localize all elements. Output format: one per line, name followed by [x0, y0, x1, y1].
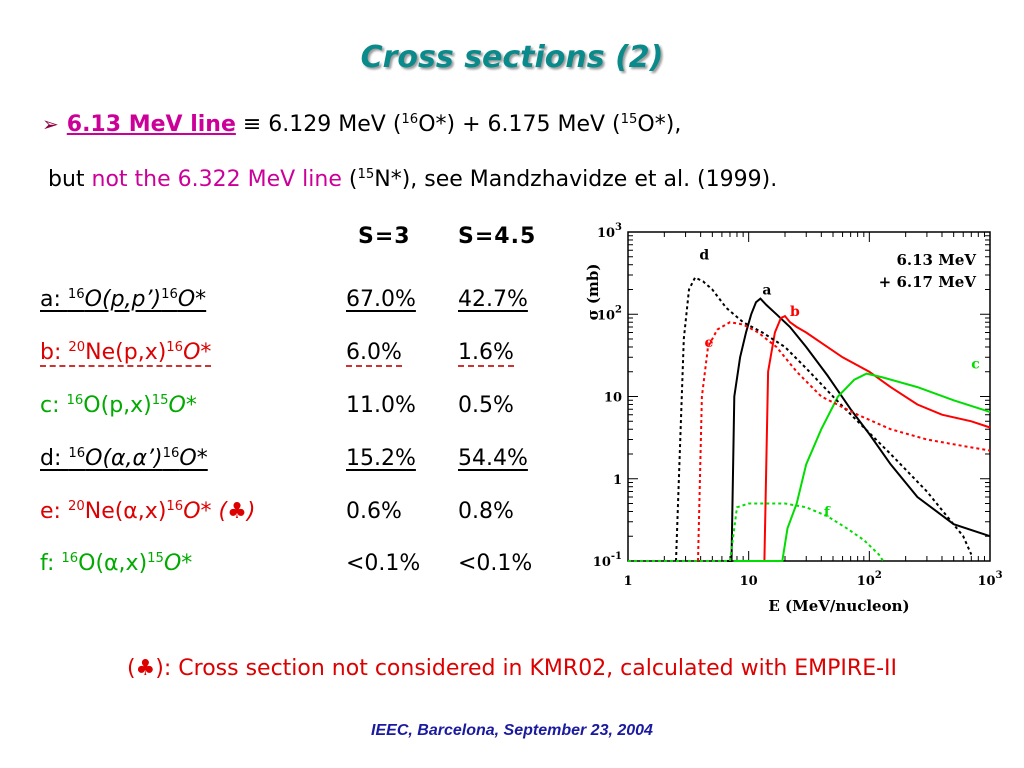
row-b-label: b: 20Ne(p,x)16O*: [40, 340, 212, 367]
x-tick-label: 1: [623, 574, 632, 589]
row-d-s3: 15.2%: [346, 446, 416, 471]
footnote: (♣): Cross section not considered in KMR…: [0, 656, 1024, 681]
y-tick-label: 102: [597, 304, 622, 323]
legend-line: 6.13 MeV: [896, 251, 976, 269]
row-label-prefix: a:: [40, 287, 68, 312]
row-b-s45: 1.6%: [458, 340, 514, 367]
row-e-label: e: 20Ne(α,x)16O* (♣): [40, 499, 255, 524]
sup-n15: 15: [357, 167, 375, 183]
row-b-s3: 6.0%: [346, 340, 402, 367]
header-s45: S=4.5: [458, 224, 537, 249]
row-label-reaction: Ne(p,x): [85, 340, 167, 365]
footer: IEEC, Barcelona, September 23, 2004: [371, 722, 653, 739]
row-label-prefix: c:: [40, 393, 67, 418]
row-label-sup1: 16: [67, 287, 85, 303]
series-a-line: [726, 297, 991, 562]
row-label-prefix: f:: [40, 551, 62, 576]
row-label-sup2: 15: [147, 551, 164, 567]
series-a-label: a: [762, 282, 771, 298]
header-s3: S=3: [358, 224, 411, 249]
series-b-label: b: [790, 304, 800, 320]
row-label-product: O* (♣): [183, 499, 256, 524]
row-label-product: O*: [183, 340, 212, 365]
row-label-prefix: d:: [40, 446, 69, 471]
equiv-text: ≡ 6.129 MeV (: [235, 112, 402, 137]
y-axis-title: σ (mb): [586, 264, 602, 321]
row-c-s3: 11.0%: [346, 393, 416, 418]
o15-text: O*),: [637, 112, 682, 137]
row-b-s45-value: 1.6%: [458, 340, 514, 367]
row-label-sup2: 16: [161, 287, 178, 303]
row-c-label: c: 16O(p,x)15O*: [40, 393, 197, 418]
reference-text: N*), see Mandzhavidze et al. (1999).: [374, 167, 778, 192]
row-label-reaction: Ne(α,x): [84, 499, 167, 524]
series-e-line: [697, 321, 991, 562]
o16-text: O*) + 6.175 MeV (: [418, 112, 621, 137]
row-label-prefix: e:: [40, 499, 68, 524]
sup-b: 15: [620, 112, 638, 128]
note-paren: (: [126, 656, 136, 681]
series-f-label: f: [824, 504, 831, 520]
note-text: ): Cross section not considered in KMR02…: [155, 656, 898, 681]
row-label-sup1: 16: [66, 393, 84, 409]
row-f-label: f: 16O(α,x)15O*: [40, 551, 192, 576]
row-a-s45: 42.7%: [458, 287, 528, 312]
line-6322-note: but not the 6.322 MeV line (15N*), see M…: [48, 167, 777, 192]
y-tick-label: 10-1: [593, 551, 622, 570]
legend-line: + 6.17 MeV: [879, 273, 977, 291]
x-tick-label: 103: [977, 570, 1002, 589]
row-e-s3: 0.6%: [346, 499, 402, 524]
series-e-label: e: [704, 335, 713, 351]
row-d-s45: 54.4%: [458, 446, 528, 471]
club-icon: ♣: [135, 656, 156, 681]
row-label-reaction: O(p,x): [83, 393, 152, 418]
x-tick-label: 10: [740, 574, 758, 589]
row-label-sup2: 16: [162, 446, 180, 462]
series-c-line: [733, 372, 991, 562]
row-d-label: d: 16O(α,α’)16O*: [40, 446, 208, 471]
paren-open: (: [341, 167, 358, 192]
x-axis-title: E (MeV/nucleon): [768, 597, 909, 615]
series-f-line: [628, 502, 884, 562]
y-tick-label: 103: [597, 222, 622, 241]
series-d-label: d: [699, 248, 709, 264]
row-c-s45: 0.5%: [458, 393, 514, 418]
slide-title: Cross sections (2): [360, 40, 664, 75]
row-a-s3: 67.0%: [346, 287, 416, 312]
row-label-reaction: O(α,α’): [85, 446, 163, 471]
row-label-sup2: 16: [166, 340, 184, 356]
not-6322-text: not the 6.322 MeV line: [91, 167, 342, 192]
row-label-sup1: 20: [67, 499, 85, 515]
row-label-reaction: O(α,x): [78, 551, 148, 576]
row-a-label: a: 16O(p,p’)16O*: [40, 287, 206, 312]
row-e-s45: 0.8%: [458, 499, 514, 524]
row-label-product: O*: [163, 551, 193, 576]
line-613-link[interactable]: 6.13 MeV line: [66, 112, 236, 137]
series-b-line: [758, 314, 991, 562]
x-tick-label: 102: [857, 570, 882, 589]
row-b-s3-value: 6.0%: [346, 340, 402, 367]
row-f-s3: <0.1%: [346, 551, 421, 576]
row-label-product: O*: [177, 287, 207, 312]
y-tick-label: 1: [613, 473, 622, 488]
but-text: but: [48, 167, 92, 192]
row-label-sup1: 20: [68, 340, 86, 356]
row-label-reaction: O(p,p’): [84, 287, 162, 312]
row-label-sup2: 15: [151, 393, 169, 409]
row-label-product: O*: [179, 446, 208, 471]
line-613-definition: ➢ 6.13 MeV line ≡ 6.129 MeV (16O*) + 6.17…: [42, 112, 681, 137]
row-label-sup1: 16: [61, 551, 79, 567]
row-label-sup2: 16: [166, 499, 184, 515]
y-tick-label: 10: [604, 391, 622, 406]
row-label-product: O*: [168, 393, 197, 418]
row-f-s45: <0.1%: [458, 551, 533, 576]
row-label-prefix: b:: [40, 340, 69, 365]
arrow-bullet-icon: ➢: [42, 112, 59, 136]
series-d-line: [675, 276, 973, 562]
row-label-sup1: 16: [68, 446, 86, 462]
sup-a: 16: [401, 112, 419, 128]
series-c-label: c: [971, 356, 980, 372]
